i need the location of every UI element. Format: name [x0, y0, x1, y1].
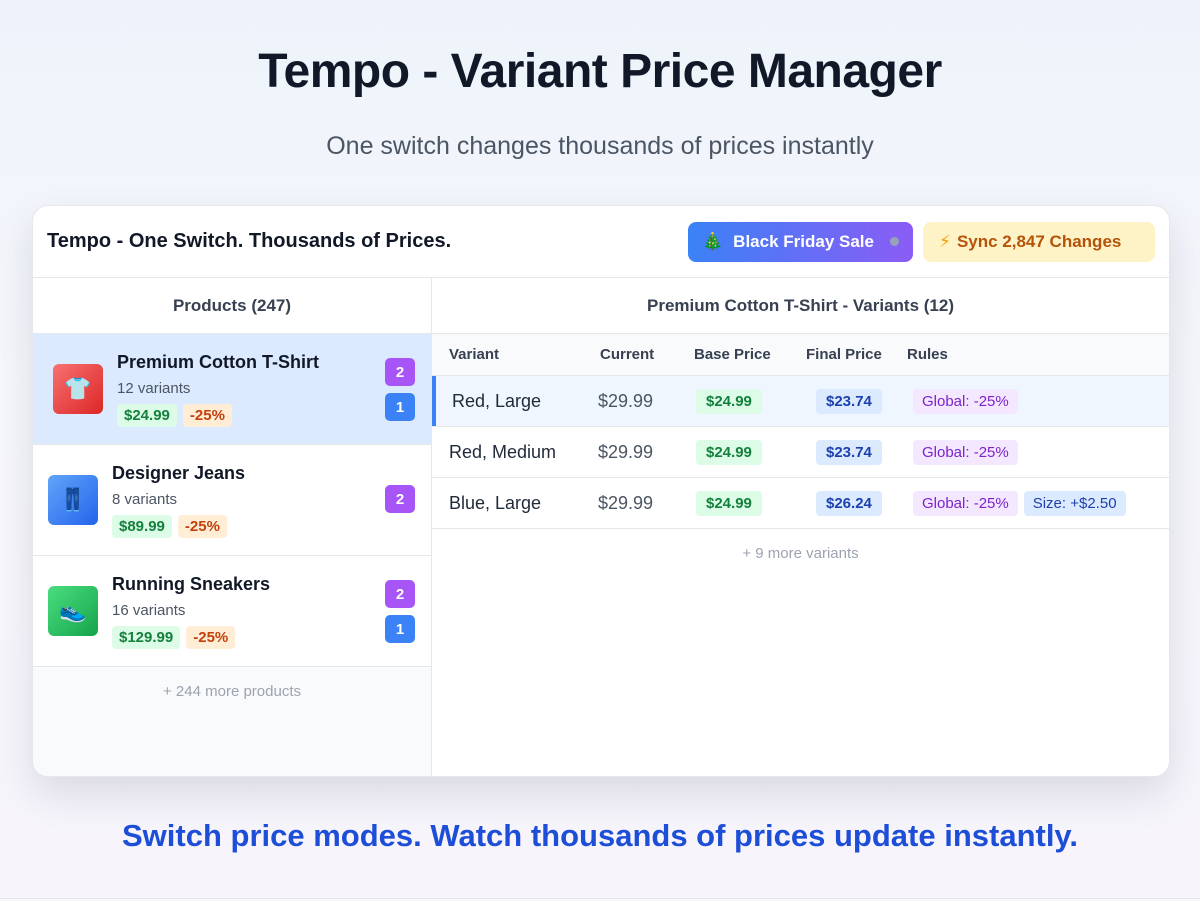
rule-tag: Global: -25%	[913, 490, 1018, 516]
product-variant-count: 12 variants	[117, 380, 191, 397]
current-price: $29.99	[598, 390, 654, 411]
rule-tag: Global: -25%	[913, 388, 1018, 414]
sneaker-icon: 👟	[48, 586, 98, 636]
current-price: $29.99	[598, 441, 654, 462]
christmas-tree-icon: 🎄	[702, 231, 724, 251]
base-price: $24.99	[696, 388, 762, 414]
product-variant-count: 16 variants	[112, 602, 186, 619]
final-price: $26.24	[816, 490, 882, 516]
variants-pane-title: Premium Cotton T-Shirt - Variants (12)	[432, 278, 1169, 334]
app-window: Tempo - One Switch. Thousands of Prices.…	[32, 205, 1170, 777]
base-price: $24.99	[696, 490, 762, 516]
products-pane-title: Products (247)	[33, 278, 431, 334]
products-pane: Products (247) 👕 Premium Cotton T-Shirt …	[33, 278, 432, 776]
current-price: $29.99	[598, 492, 654, 513]
variant-name: Blue, Large	[449, 492, 542, 513]
app-header: Tempo - One Switch. Thousands of Prices.…	[33, 206, 1169, 278]
final-price: $23.74	[816, 439, 882, 465]
product-item[interactable]: 👖 Designer Jeans 8 variants $89.99 -25% …	[33, 445, 431, 556]
product-name: Running Sneakers	[112, 574, 271, 594]
rule-tag: Global: -25%	[913, 439, 1018, 465]
lightning-icon: ⚡	[939, 231, 951, 251]
table-row[interactable]: Blue, Large $29.99 $24.99 $26.24 Global:…	[432, 478, 1169, 529]
product-discount: -25%	[182, 404, 232, 427]
price-mode-button[interactable]: 🎄 Black Friday Sale	[688, 221, 913, 262]
product-price: $24.99	[117, 404, 177, 427]
divider	[0, 898, 1200, 899]
column-header: Rules	[907, 346, 948, 363]
sync-changes-button[interactable]: ⚡ Sync 2,847 Changes	[923, 221, 1155, 262]
page-subtitle: One switch changes thousands of prices i…	[326, 132, 874, 160]
tshirt-icon: 👕	[53, 364, 103, 414]
override-count-badge: 1	[385, 393, 415, 421]
product-name: Premium Cotton T-Shirt	[117, 352, 319, 372]
column-header: Current	[600, 346, 655, 363]
mode-status-dot	[890, 237, 899, 246]
sync-label: Sync 2,847 Changes	[956, 231, 1122, 251]
final-price: $23.74	[816, 388, 882, 414]
product-price: $129.99	[112, 626, 181, 649]
variant-name: Red, Medium	[449, 441, 557, 462]
product-price: $89.99	[112, 515, 172, 538]
column-header: Final Price	[806, 346, 882, 363]
app-title: Tempo - One Switch. Thousands of Prices.	[47, 230, 452, 252]
jeans-icon: 👖	[48, 475, 98, 525]
more-products-link[interactable]: + 244 more products	[163, 683, 301, 700]
rule-count-badge: 2	[385, 485, 415, 513]
column-header: Variant	[449, 346, 500, 363]
price-mode-label: Black Friday Sale	[733, 231, 874, 251]
rule-tag: Size: +$2.50	[1023, 490, 1126, 516]
product-variant-count: 8 variants	[112, 491, 178, 508]
more-variants-link[interactable]: + 9 more variants	[742, 545, 859, 562]
variants-pane: Premium Cotton T-Shirt - Variants (12) V…	[432, 278, 1169, 776]
product-name: Designer Jeans	[112, 463, 246, 483]
product-item[interactable]: 👟 Running Sneakers 16 variants $129.99 -…	[33, 556, 431, 667]
product-discount: -25%	[177, 515, 227, 538]
table-row[interactable]: Red, Large $29.99 $24.99 $23.74 Global: …	[432, 376, 1169, 427]
tagline: Switch price modes. Watch thousands of p…	[122, 818, 1078, 853]
product-discount: -25%	[186, 626, 236, 649]
base-price: $24.99	[696, 439, 762, 465]
column-header: Base Price	[694, 346, 771, 363]
rule-count-badge: 2	[385, 580, 415, 608]
override-count-badge: 1	[385, 615, 415, 643]
rule-count-badge: 2	[385, 358, 415, 386]
product-item[interactable]: 👕 Premium Cotton T-Shirt 12 variants $24…	[33, 334, 431, 445]
variants-table-header: Variant Current Base Price Final Price R…	[432, 334, 1169, 376]
table-row[interactable]: Red, Medium $29.99 $24.99 $23.74 Global:…	[432, 427, 1169, 478]
page-title: Tempo - Variant Price Manager	[258, 45, 942, 98]
variant-name: Red, Large	[452, 390, 542, 411]
